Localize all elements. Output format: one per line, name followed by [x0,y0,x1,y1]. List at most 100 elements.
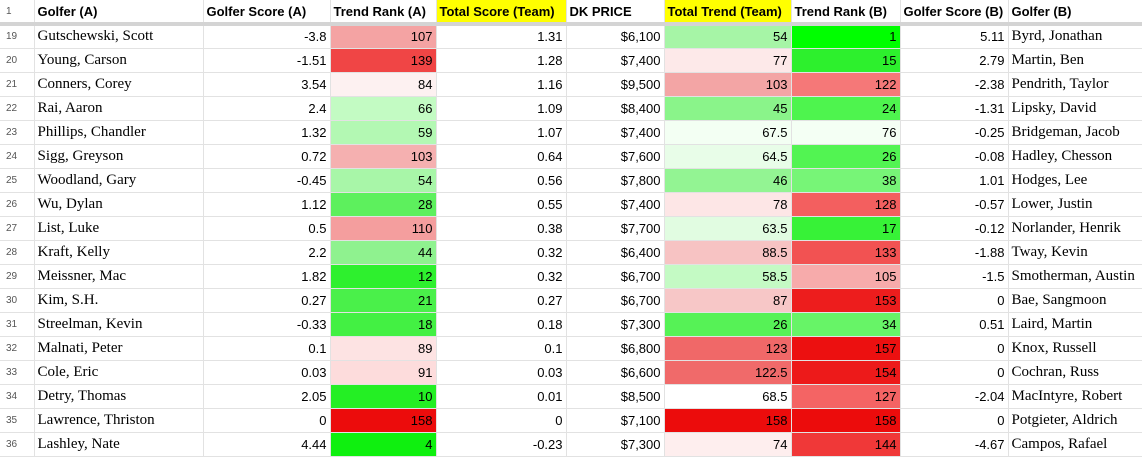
cell-golfer-score-b[interactable]: -2.38 [900,72,1009,97]
cell-total-trend-team[interactable]: 64.5 [664,144,792,169]
cell-trend-rank-a[interactable]: 103 [330,144,437,169]
cell-total-trend-team[interactable]: 68.5 [664,384,792,409]
cell-trend-rank-a[interactable]: 4 [330,432,437,457]
cell-golfer-b[interactable]: Bridgeman, Jacob [1008,120,1142,145]
cell-golfer-score-b[interactable]: -0.08 [900,144,1009,169]
cell-trend-rank-b[interactable]: 133 [791,240,901,265]
cell-total-trend-team[interactable]: 87 [664,288,792,313]
row-number[interactable]: 19 [0,24,35,49]
cell-dk-price[interactable]: $6,600 [566,360,665,385]
cell-dk-price[interactable]: $7,300 [566,312,665,337]
cell-golfer-a[interactable]: Kraft, Kelly [34,240,204,265]
cell-dk-price[interactable]: $6,800 [566,336,665,361]
cell-golfer-score-a[interactable]: 2.05 [203,384,331,409]
cell-trend-rank-a[interactable]: 89 [330,336,437,361]
cell-total-trend-team[interactable]: 46 [664,168,792,193]
column-header-total-trend-team[interactable]: Total Trend (Team) [664,0,792,26]
cell-golfer-score-b[interactable]: 0.51 [900,312,1009,337]
cell-trend-rank-a[interactable]: 18 [330,312,437,337]
cell-total-score-team[interactable]: 1.16 [436,72,567,97]
cell-trend-rank-a[interactable]: 21 [330,288,437,313]
cell-total-score-team[interactable]: 1.07 [436,120,567,145]
cell-golfer-a[interactable]: Gutschewski, Scott [34,24,204,49]
cell-golfer-score-a[interactable]: 4.44 [203,432,331,457]
cell-total-score-team[interactable]: 0.27 [436,288,567,313]
cell-trend-rank-a[interactable]: 44 [330,240,437,265]
cell-golfer-score-a[interactable]: -0.45 [203,168,331,193]
cell-total-trend-team[interactable]: 122.5 [664,360,792,385]
cell-trend-rank-b[interactable]: 26 [791,144,901,169]
cell-golfer-score-a[interactable]: 0.1 [203,336,331,361]
column-header-golfer-a[interactable]: Golfer (A) [34,0,204,26]
cell-total-trend-team[interactable]: 45 [664,96,792,121]
cell-trend-rank-a[interactable]: 139 [330,48,437,73]
cell-dk-price[interactable]: $7,400 [566,192,665,217]
column-header-trend-rank-a[interactable]: Trend Rank (A) [330,0,437,26]
cell-golfer-b[interactable]: Campos, Rafael [1008,432,1142,457]
cell-trend-rank-a[interactable]: 84 [330,72,437,97]
column-header-total-score-team[interactable]: Total Score (Team) [436,0,567,26]
cell-trend-rank-b[interactable]: 38 [791,168,901,193]
cell-golfer-score-b[interactable]: 2.79 [900,48,1009,73]
column-header-dk-price[interactable]: DK PRICE [566,0,665,26]
cell-trend-rank-b[interactable]: 122 [791,72,901,97]
cell-golfer-score-b[interactable]: -0.12 [900,216,1009,241]
cell-golfer-score-b[interactable]: -2.04 [900,384,1009,409]
row-number[interactable]: 35 [0,408,35,433]
row-number[interactable]: 31 [0,312,35,337]
cell-trend-rank-b[interactable]: 24 [791,96,901,121]
cell-dk-price[interactable]: $6,700 [566,288,665,313]
cell-trend-rank-b[interactable]: 34 [791,312,901,337]
column-header-golfer-score-b[interactable]: Golfer Score (B) [900,0,1009,26]
cell-golfer-b[interactable]: Hadley, Chesson [1008,144,1142,169]
cell-trend-rank-b[interactable]: 154 [791,360,901,385]
cell-golfer-b[interactable]: Norlander, Henrik [1008,216,1142,241]
cell-trend-rank-a[interactable]: 10 [330,384,437,409]
cell-golfer-a[interactable]: Malnati, Peter [34,336,204,361]
cell-total-trend-team[interactable]: 103 [664,72,792,97]
cell-golfer-score-a[interactable]: 0 [203,408,331,433]
cell-golfer-b[interactable]: Martin, Ben [1008,48,1142,73]
cell-golfer-a[interactable]: Detry, Thomas [34,384,204,409]
cell-trend-rank-a[interactable]: 158 [330,408,437,433]
cell-total-score-team[interactable]: 0.32 [436,264,567,289]
cell-total-score-team[interactable]: 1.09 [436,96,567,121]
cell-golfer-score-b[interactable]: -0.57 [900,192,1009,217]
cell-golfer-a[interactable]: Sigg, Greyson [34,144,204,169]
cell-golfer-score-b[interactable]: -1.5 [900,264,1009,289]
cell-trend-rank-a[interactable]: 110 [330,216,437,241]
cell-golfer-score-a[interactable]: 0.72 [203,144,331,169]
row-number[interactable]: 32 [0,336,35,361]
cell-golfer-a[interactable]: Lawrence, Thriston [34,408,204,433]
cell-golfer-a[interactable]: Streelman, Kevin [34,312,204,337]
row-number[interactable]: 27 [0,216,35,241]
cell-golfer-score-b[interactable]: -4.67 [900,432,1009,457]
cell-total-trend-team[interactable]: 77 [664,48,792,73]
row-number[interactable]: 29 [0,264,35,289]
cell-total-score-team[interactable]: -0.23 [436,432,567,457]
cell-golfer-score-b[interactable]: 5.11 [900,24,1009,49]
row-number[interactable]: 33 [0,360,35,385]
cell-trend-rank-b[interactable]: 144 [791,432,901,457]
cell-golfer-a[interactable]: List, Luke [34,216,204,241]
cell-golfer-score-b[interactable]: -0.25 [900,120,1009,145]
row-number[interactable]: 34 [0,384,35,409]
cell-trend-rank-a[interactable]: 54 [330,168,437,193]
cell-golfer-score-a[interactable]: 1.12 [203,192,331,217]
row-number[interactable]: 25 [0,168,35,193]
cell-total-trend-team[interactable]: 78 [664,192,792,217]
cell-total-score-team[interactable]: 0.55 [436,192,567,217]
cell-total-score-team[interactable]: 0.38 [436,216,567,241]
cell-trend-rank-a[interactable]: 107 [330,24,437,49]
row-number[interactable]: 20 [0,48,35,73]
cell-dk-price[interactable]: $8,400 [566,96,665,121]
cell-dk-price[interactable]: $7,400 [566,48,665,73]
cell-total-score-team[interactable]: 0.1 [436,336,567,361]
cell-trend-rank-a[interactable]: 59 [330,120,437,145]
cell-total-score-team[interactable]: 0.03 [436,360,567,385]
cell-golfer-a[interactable]: Woodland, Gary [34,168,204,193]
cell-total-trend-team[interactable]: 123 [664,336,792,361]
cell-total-score-team[interactable]: 0.64 [436,144,567,169]
cell-trend-rank-a[interactable]: 28 [330,192,437,217]
cell-trend-rank-a[interactable]: 91 [330,360,437,385]
